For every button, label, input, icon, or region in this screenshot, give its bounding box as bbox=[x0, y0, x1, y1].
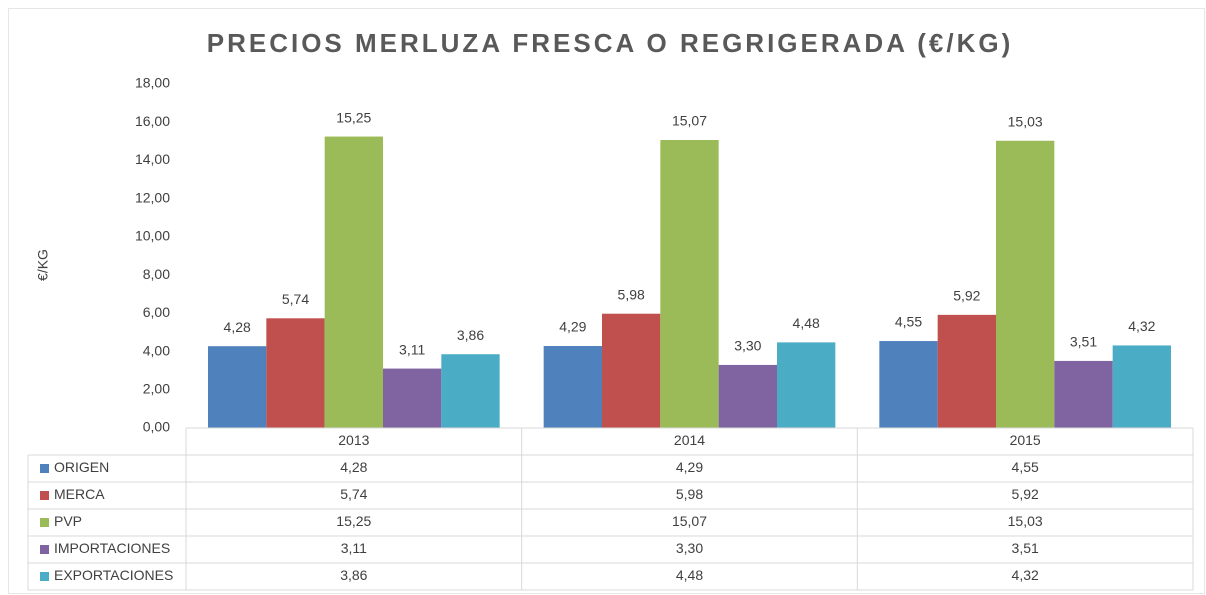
table-cell: 4,29 bbox=[676, 459, 703, 475]
table-cell: 5,98 bbox=[676, 486, 703, 502]
table-cell: 3,86 bbox=[340, 567, 367, 583]
data-label: 4,32 bbox=[1128, 318, 1155, 334]
chart-title: PRECIOS MERLUZA FRESCA O REGRIGERADA (€/… bbox=[207, 28, 1013, 58]
data-label: 15,07 bbox=[672, 113, 707, 129]
bar bbox=[879, 341, 938, 428]
y-tick-label: 6,00 bbox=[143, 304, 170, 320]
data-label: 3,86 bbox=[457, 327, 484, 343]
legend-label: IMPORTACIONES bbox=[54, 540, 170, 556]
bar bbox=[1054, 360, 1113, 428]
bar bbox=[1112, 345, 1171, 428]
y-axis-label: €/KG bbox=[35, 249, 51, 281]
x-tick-label: 2013 bbox=[338, 432, 369, 448]
bar bbox=[208, 346, 267, 428]
legend-key bbox=[40, 572, 49, 581]
table-cell: 3,11 bbox=[341, 540, 367, 556]
legend-label: EXPORTACIONES bbox=[54, 567, 173, 583]
legend-key bbox=[40, 464, 49, 473]
legend-key bbox=[40, 518, 49, 527]
data-label: 5,98 bbox=[618, 286, 645, 302]
table-cell: 4,32 bbox=[1012, 567, 1039, 583]
bar bbox=[777, 342, 836, 428]
legend-key bbox=[40, 545, 49, 554]
bar bbox=[543, 346, 602, 428]
legend-label: PVP bbox=[54, 513, 82, 529]
bar bbox=[383, 368, 442, 428]
data-label: 5,74 bbox=[282, 291, 309, 307]
bar bbox=[602, 313, 661, 428]
data-label: 4,48 bbox=[793, 315, 820, 331]
data-label: 3,51 bbox=[1070, 334, 1097, 350]
table-cell: 15,03 bbox=[1008, 513, 1043, 529]
y-tick-label: 16,00 bbox=[135, 113, 170, 129]
table-cell: 3,30 bbox=[676, 540, 703, 556]
x-tick-label: 2015 bbox=[1010, 432, 1041, 448]
data-label: 3,11 bbox=[399, 341, 425, 357]
y-tick-label: 10,00 bbox=[135, 228, 170, 244]
table-cell: 3,51 bbox=[1012, 540, 1039, 556]
data-label: 4,29 bbox=[559, 319, 586, 335]
y-tick-label: 8,00 bbox=[143, 266, 170, 282]
table-cell: 15,07 bbox=[672, 513, 707, 529]
x-tick-label: 2014 bbox=[674, 432, 705, 448]
legend-label: MERCA bbox=[54, 486, 105, 502]
table-cell: 5,74 bbox=[340, 486, 367, 502]
data-label: 5,92 bbox=[953, 288, 980, 304]
table-cell: 15,25 bbox=[336, 513, 371, 529]
data-label: 4,28 bbox=[224, 319, 251, 335]
data-label: 3,30 bbox=[734, 338, 761, 354]
bar bbox=[324, 136, 383, 429]
table-cell: 4,48 bbox=[676, 567, 703, 583]
bar bbox=[937, 314, 996, 428]
bar bbox=[266, 318, 325, 428]
bar bbox=[660, 139, 719, 429]
bar bbox=[441, 354, 500, 428]
y-tick-label: 14,00 bbox=[135, 151, 170, 167]
y-tick-label: 0,00 bbox=[143, 419, 170, 435]
table-cell: 5,92 bbox=[1012, 486, 1039, 502]
y-tick-label: 4,00 bbox=[143, 342, 170, 358]
bar bbox=[718, 364, 777, 428]
data-label: 15,03 bbox=[1008, 113, 1043, 129]
legend-label: ORIGEN bbox=[54, 459, 109, 475]
y-tick-label: 12,00 bbox=[135, 189, 170, 205]
legend-key bbox=[40, 491, 49, 500]
bar bbox=[996, 140, 1055, 428]
y-tick-label: 2,00 bbox=[143, 380, 170, 396]
data-label: 4,55 bbox=[895, 314, 922, 330]
table-cell: 4,28 bbox=[340, 459, 367, 475]
y-tick-label: 18,00 bbox=[135, 75, 170, 91]
table-cell: 4,55 bbox=[1012, 459, 1039, 475]
data-label: 15,25 bbox=[336, 109, 371, 125]
